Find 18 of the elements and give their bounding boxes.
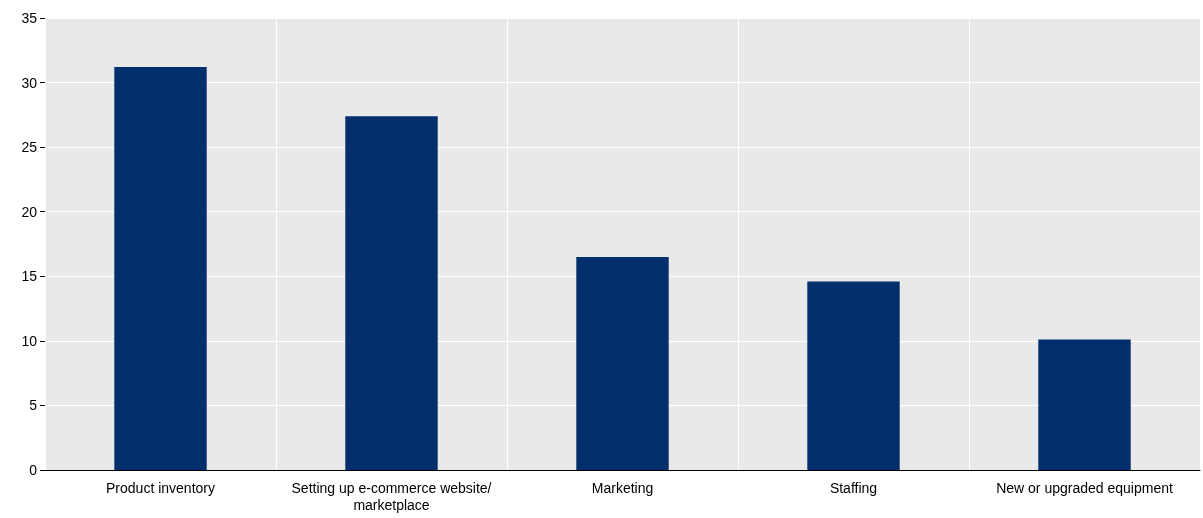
bar xyxy=(1038,339,1131,470)
y-tick-label: 5 xyxy=(29,397,38,414)
y-tick-label: 0 xyxy=(29,462,38,478)
x-tick-label: Setting up e-commerce website/marketplace xyxy=(291,479,492,513)
bar xyxy=(345,116,438,470)
bar xyxy=(114,67,207,470)
x-tick-label: Marketing xyxy=(591,479,654,496)
y-tick-label: 15 xyxy=(21,268,38,285)
y-tick-label: 10 xyxy=(21,332,38,349)
x-tick-label: Staffing xyxy=(829,479,878,496)
y-tick-label: 30 xyxy=(21,74,38,91)
bar xyxy=(807,281,900,470)
x-tick-label: Product inventory xyxy=(106,479,215,496)
y-tick-label: 20 xyxy=(21,203,38,220)
y-tick-label: 35 xyxy=(21,10,38,26)
x-tick-label: New or upgraded equipment xyxy=(996,479,1173,496)
bar xyxy=(576,256,669,470)
y-tick-label: 25 xyxy=(21,139,38,156)
